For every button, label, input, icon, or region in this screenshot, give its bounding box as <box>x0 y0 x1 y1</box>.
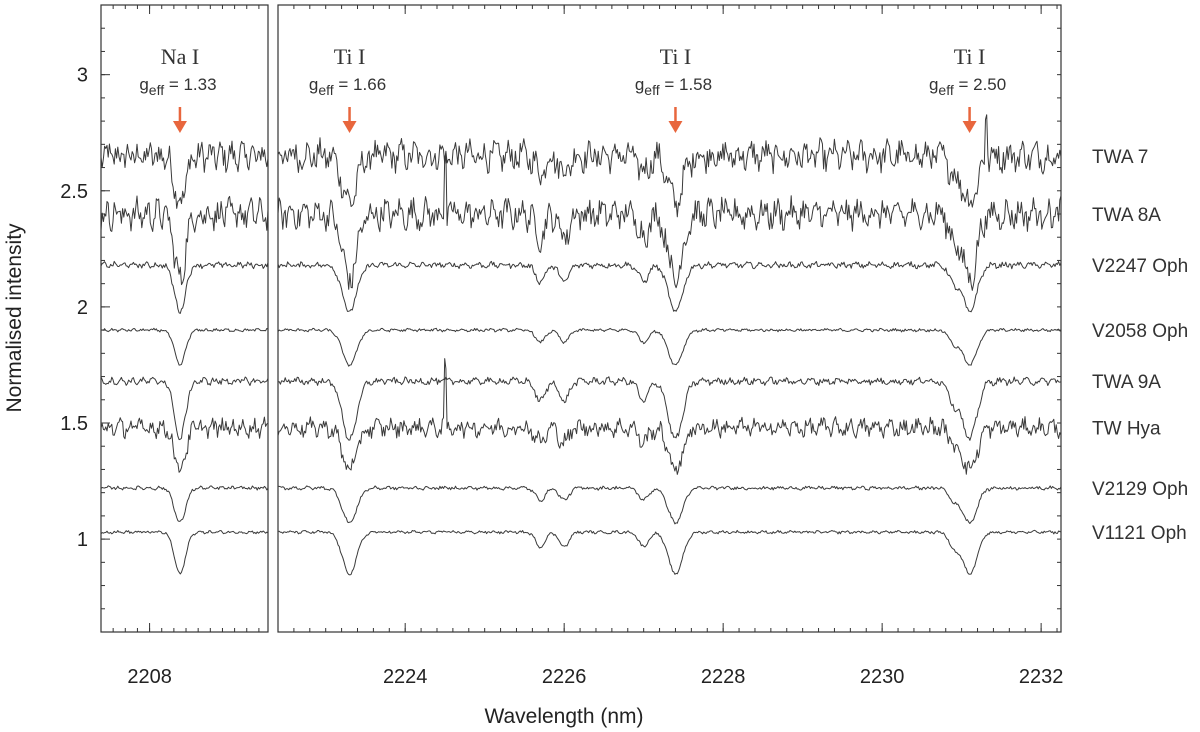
y-tick-label: 2 <box>77 297 88 319</box>
spectrum-line <box>100 260 269 314</box>
geff-label: geff = 1.58 <box>635 75 712 98</box>
left-panel-frame <box>100 4 269 633</box>
y-tick-label: 2.5 <box>60 181 88 203</box>
geff-label: geff = 2.50 <box>929 75 1006 98</box>
y-tick-label: 1.5 <box>60 413 88 435</box>
line-name-label: Ti I <box>334 44 366 69</box>
x-axis-label: Wavelength (nm) <box>484 705 643 728</box>
down-arrow-icon <box>342 121 357 133</box>
axis-ticks: 1 1.5 2 2.5 3 2208 2224 2226 2228 2230 2232 <box>60 5 1063 688</box>
down-arrow-icon <box>668 121 683 133</box>
spectrum-line <box>277 152 1062 291</box>
right-panel-frame <box>277 4 1062 633</box>
left-panel <box>100 4 269 633</box>
right-panel <box>277 4 1062 633</box>
geff-label: geff = 1.33 <box>139 75 216 98</box>
x-tick-label: 2226 <box>542 666 587 688</box>
spectrum-line <box>100 416 269 473</box>
line-name-label: Na I <box>161 44 199 69</box>
series-label: TW Hya <box>1092 419 1161 440</box>
down-arrow-icon <box>172 121 187 133</box>
x-tick-label: 2208 <box>127 666 172 688</box>
y-tick-label: 3 <box>77 65 88 87</box>
x-tick-label: 2232 <box>1019 666 1064 688</box>
series-labels: TWA 7 TWA 8A V2247 Oph V2058 Oph TWA 9A TW Hy… <box>1092 147 1188 544</box>
series-label: TWA 8A <box>1092 205 1161 226</box>
spectrum-line <box>277 485 1062 525</box>
x-tick-label: 2224 <box>383 666 428 688</box>
spectrum-line <box>277 358 1062 475</box>
line-name-label: Ti I <box>660 44 692 69</box>
spectrum-line <box>100 140 269 209</box>
spectrum-line <box>277 529 1062 576</box>
x-tick-label: 2228 <box>701 666 746 688</box>
series-label: TWA 7 <box>1092 147 1148 168</box>
spectrum-line <box>100 530 269 575</box>
series-label: V2247 Oph <box>1092 256 1188 277</box>
series-label: V1121 Oph <box>1092 523 1187 544</box>
spectrum-line <box>100 195 269 286</box>
series-label: V2129 Oph <box>1092 479 1188 500</box>
down-arrow-icon <box>962 121 977 133</box>
series-label: TWA 9A <box>1092 372 1161 393</box>
spectrum-line <box>277 376 1062 441</box>
line-markers: Na I geff = 1.33 Ti I geff = 1.66 Ti I geff =… <box>139 44 1006 133</box>
x-tick-label: 2230 <box>860 666 905 688</box>
line-name-label: Ti I <box>954 44 986 69</box>
spectrum-line <box>100 485 269 522</box>
spectrum-line <box>100 376 269 441</box>
geff-label: geff = 1.66 <box>309 75 386 98</box>
y-tick-label: 1 <box>77 529 88 551</box>
spectrum-line <box>100 327 269 366</box>
spectrum-line <box>277 327 1062 367</box>
y-axis-label: Normalised intensity <box>3 223 26 413</box>
series-label: V2058 Oph <box>1092 321 1188 342</box>
spectra <box>100 114 1062 576</box>
spectrum-line <box>277 114 1062 218</box>
spectrum-line <box>277 260 1062 313</box>
